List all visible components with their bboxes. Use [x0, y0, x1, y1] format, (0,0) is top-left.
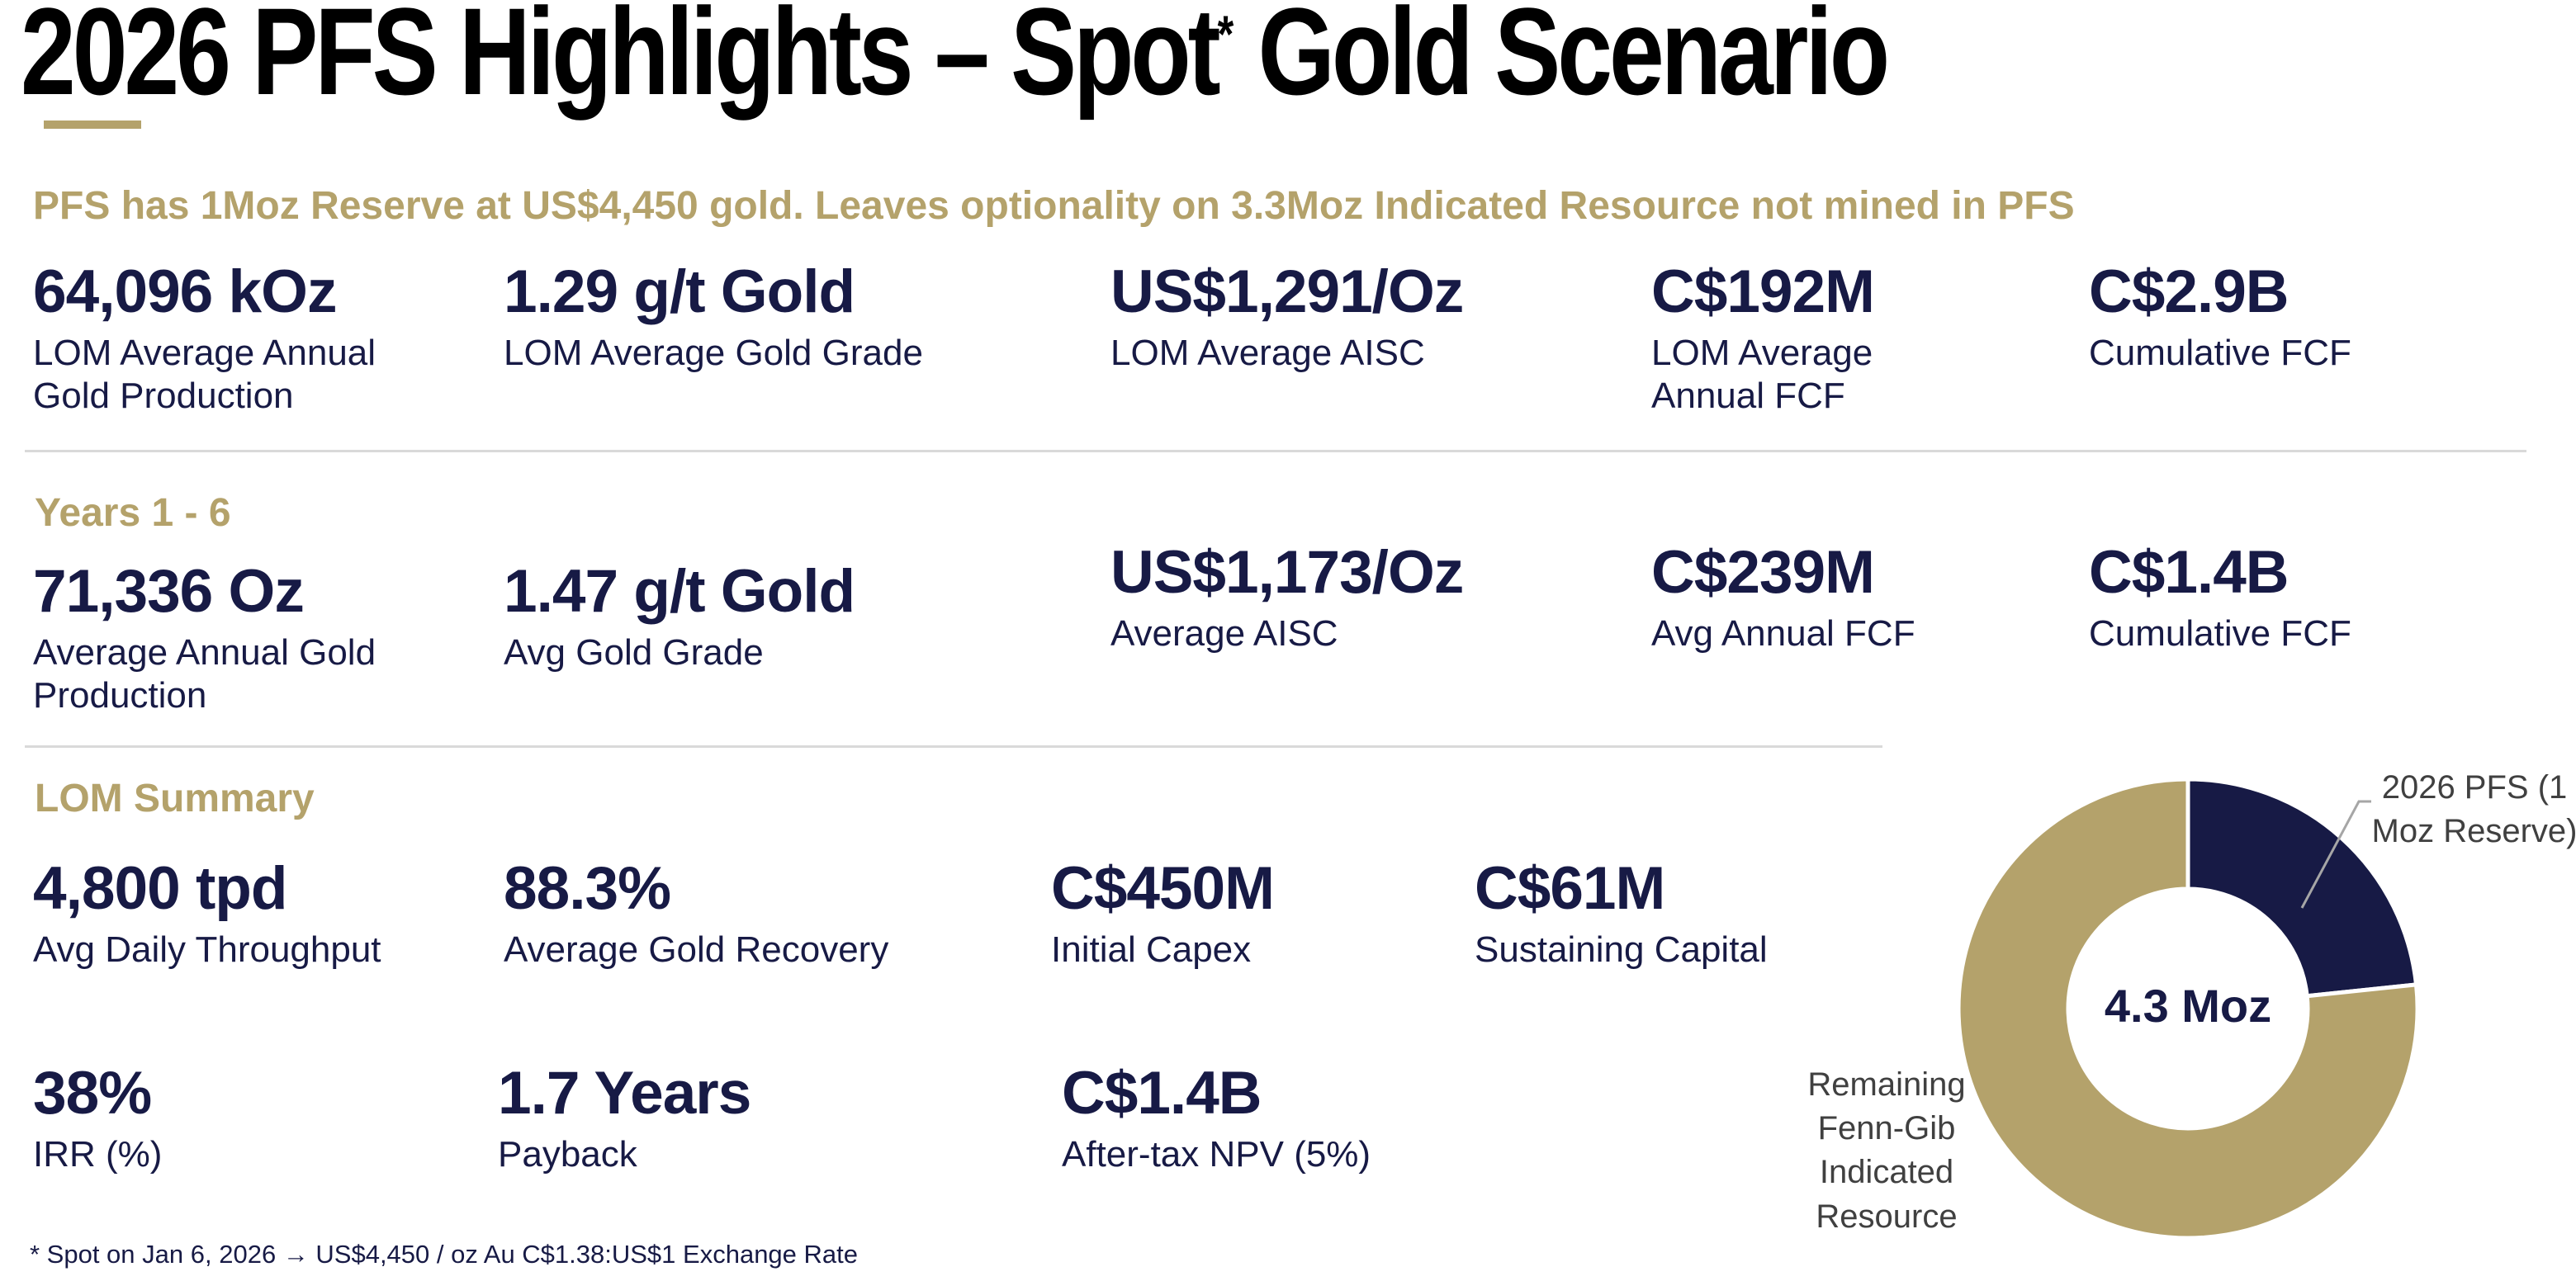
donut-slice-remaining-resource	[1956, 777, 2420, 1241]
stat-value: C$1.4B	[2089, 539, 2290, 606]
donut-slice-pfs-reserve	[2185, 777, 2419, 999]
donut-label-remaining-resource: Remaining Fenn-Gib Indicated Resource	[1807, 1066, 1966, 1235]
stat-sustaining-capital: C$61M Sustaining Capital	[1475, 857, 1904, 971]
footnote: * Spot on Jan 6, 2026 → US$4,450 / oz Au…	[30, 1240, 859, 1269]
stat-y16-aisc: US$1,173/Oz Average AISC	[1110, 541, 1622, 655]
divider-row2	[25, 745, 1882, 748]
stat-value: C$2.9B	[2089, 258, 2290, 325]
stat-label: Avg Gold Grade	[504, 632, 764, 674]
divider-row1	[25, 450, 2526, 452]
stat-value: 4,800 tpd	[33, 855, 287, 922]
stat-value: 1.47 g/t Gold	[504, 558, 855, 625]
stat-y16-cumulative-fcf: C$1.4B Cumulative FCF	[2089, 541, 2518, 655]
stat-label: Average Annual Gold Production	[33, 632, 376, 716]
donut-center-label: 4.3 Moz	[2104, 980, 2272, 1032]
stat-lom-gold-production: 64,096 kOz LOM Average Annual Gold Produ…	[33, 260, 495, 418]
stat-label: After-tax NPV (5%)	[1062, 1134, 1371, 1175]
stat-lom-aisc: US$1,291/Oz LOM Average AISC	[1110, 260, 1622, 375]
stat-label: Initial Capex	[1051, 929, 1252, 971]
stat-value: C$450M	[1051, 855, 1275, 922]
subtitle: PFS has 1Moz Reserve at US$4,450 gold. L…	[33, 184, 2075, 228]
stat-initial-capex: C$450M Initial Capex	[1051, 857, 1456, 971]
stat-irr: 38% IRR (%)	[33, 1061, 479, 1176]
stat-value: US$1,291/Oz	[1110, 258, 1464, 325]
stat-label: LOM Average Annual FCF	[1651, 333, 1873, 417]
page-title-text-2: Gold Scenario	[1234, 0, 1891, 121]
stat-label: Avg Annual FCF	[1651, 613, 1915, 655]
title-underline	[44, 121, 141, 129]
stat-value: 1.7 Years	[498, 1060, 751, 1127]
stat-value: C$61M	[1475, 855, 1665, 922]
donut-label-pfs-reserve: 2026 PFS (1 Moz Reserve)	[2371, 769, 2576, 850]
stat-gold-recovery: 88.3% Average Gold Recovery	[504, 857, 1032, 971]
donut-leader-line	[2300, 800, 2371, 909]
stat-y16-annual-fcf: C$239M Avg Annual FCF	[1651, 541, 2056, 655]
stat-label: LOM Average Annual Gold Production	[33, 333, 376, 417]
stat-y16-gold-grade: 1.47 g/t Gold Avg Gold Grade	[504, 560, 1082, 674]
stat-value: US$1,173/Oz	[1110, 539, 1464, 606]
stat-lom-annual-fcf: C$192M LOM Average Annual FCF	[1651, 260, 2056, 418]
stat-value: 88.3%	[504, 855, 671, 922]
stat-y16-gold-production: 71,336 Oz Average Annual Gold Production	[33, 560, 495, 717]
page-title: 2026 PFS Highlights – Spot* Gold Scenari…	[21, 0, 2353, 117]
stat-label: Avg Daily Throughput	[33, 929, 381, 971]
section-header-lom-summary: LOM Summary	[35, 777, 315, 820]
stat-value: C$239M	[1651, 539, 1875, 606]
stat-value: C$192M	[1651, 258, 1875, 325]
section-header-years: Years 1 - 6	[35, 491, 231, 535]
stat-value: 64,096 kOz	[33, 258, 337, 325]
stat-throughput: 4,800 tpd Avg Daily Throughput	[33, 857, 495, 971]
stat-label: LOM Average AISC	[1110, 333, 1425, 374]
stat-value: C$1.4B	[1062, 1060, 1262, 1127]
stat-value: 1.29 g/t Gold	[504, 258, 855, 325]
stat-label: Cumulative FCF	[2089, 333, 2351, 374]
stat-label: Payback	[498, 1134, 637, 1175]
stat-label: IRR (%)	[33, 1134, 163, 1175]
page-title-text: 2026 PFS Highlights – Spot	[21, 0, 1221, 121]
stat-npv: C$1.4B After-tax NPV (5%)	[1062, 1061, 1524, 1176]
title-asterisk: *	[1217, 6, 1234, 64]
stat-value: 71,336 Oz	[33, 558, 305, 625]
stat-payback: 1.7 Years Payback	[498, 1061, 1026, 1176]
resource-donut-chart	[1956, 777, 2420, 1241]
stat-lom-gold-grade: 1.29 g/t Gold LOM Average Gold Grade	[504, 260, 1082, 375]
stat-label: Cumulative FCF	[2089, 613, 2351, 655]
stat-label: Average Gold Recovery	[504, 929, 889, 971]
stat-label: LOM Average Gold Grade	[504, 333, 923, 374]
stat-label: Sustaining Capital	[1475, 929, 1768, 971]
stat-label: Average AISC	[1110, 613, 1338, 655]
stat-value: 38%	[33, 1060, 152, 1127]
stat-lom-cumulative-fcf: C$2.9B Cumulative FCF	[2089, 260, 2518, 375]
